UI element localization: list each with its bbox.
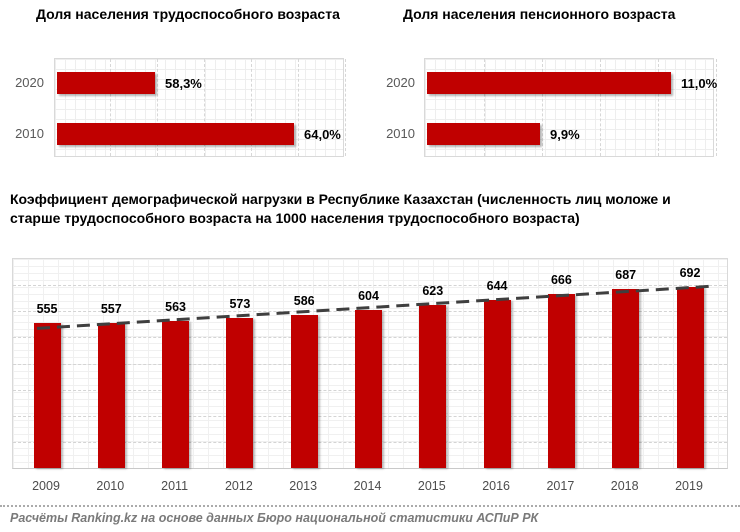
category-label-2020: 2020 (15, 75, 44, 90)
year-axis-label: 2012 (224, 479, 253, 493)
bar-value-label: 557 (100, 301, 122, 316)
bar-value-label: 604 (358, 289, 379, 304)
trendline (36, 284, 711, 330)
year-axis-label: 2015 (417, 479, 446, 493)
bar-value-label: 563 (165, 299, 187, 314)
bar-value-label: 692 (679, 266, 701, 281)
chart-title-dependency-ratio-line1: Коэффициент демографической нагрузки в Р… (10, 191, 671, 207)
major-gridline (110, 59, 111, 156)
footer-separator (0, 505, 740, 507)
bar-2020 (427, 72, 671, 94)
year-axis-label: 2017 (546, 479, 575, 493)
bar-value-label: 573 (229, 297, 251, 312)
major-gridline (251, 59, 252, 156)
major-gridline (157, 59, 158, 156)
bar-value-label: 623 (422, 284, 444, 299)
year-axis-label: 2013 (289, 479, 318, 493)
major-gridline (13, 285, 727, 287)
category-label-2010: 2010 (386, 126, 415, 141)
bar-value-label: 555 (36, 302, 58, 316)
major-gridline (204, 59, 205, 156)
bar-value-label: 586 (293, 293, 315, 308)
bar-2015 (419, 305, 447, 468)
major-gridline (298, 59, 299, 156)
major-gridline (484, 59, 485, 156)
major-gridline (600, 59, 601, 156)
year-axis-label: 2011 (161, 479, 189, 493)
chart-title-pension-age-share: Доля населения пенсионного возраста (403, 6, 676, 22)
bar-value-label: 11,0% (681, 76, 718, 91)
trendline-path (36, 284, 711, 330)
bar-2010 (97, 322, 125, 468)
bar-2016 (483, 299, 511, 468)
major-gridline (345, 59, 346, 156)
bar-value-label: 58,3% (165, 76, 202, 91)
bar-value-label: 64,0% (304, 127, 341, 142)
year-axis-label: 2019 (675, 479, 703, 493)
source-note: Расчёты Ranking.kz на основе данных Бюро… (10, 511, 539, 525)
bar-2020 (57, 72, 155, 94)
year-axis-label: 2016 (482, 479, 510, 493)
year-axis-label: 2018 (610, 479, 639, 493)
category-label-2010: 2010 (15, 126, 44, 141)
category-label-2020: 2020 (386, 75, 415, 90)
bar-2018 (612, 288, 640, 468)
major-gridline (542, 59, 543, 156)
bar-2010 (57, 123, 294, 145)
year-axis-label: 2009 (32, 479, 60, 493)
major-gridline (716, 59, 717, 156)
bar-2013 (290, 314, 318, 468)
year-axis-label: 2014 (353, 479, 382, 493)
bar-2012 (226, 318, 254, 468)
bar-2019 (676, 287, 704, 468)
bar-value-label: 687 (615, 267, 637, 282)
chart-title-dependency-ratio-line2: старше трудоспособного возраста на 1000 … (10, 210, 580, 226)
bar-2017 (547, 294, 575, 468)
bar-value-label: 666 (550, 273, 572, 287)
bar-value-label: 9,9% (550, 127, 580, 142)
major-gridline (658, 59, 659, 156)
chart-title-working-age-share: Доля населения трудоспособного возраста (36, 6, 340, 22)
bar-2014 (355, 310, 382, 468)
plot-pension-age-share: 11,0% 9,9% (424, 58, 718, 157)
plot-dependency-ratio: 555 557 563 573 586 604 623 644 666 687 692 (12, 258, 728, 469)
plot-working-age-share: 58,3% 64,0% (54, 58, 346, 157)
bar-2011 (162, 320, 190, 468)
bar-value-label: 644 (486, 278, 508, 293)
bar-2009 (33, 323, 61, 468)
year-axis-label: 2010 (96, 479, 125, 493)
bar-2010 (427, 123, 540, 145)
